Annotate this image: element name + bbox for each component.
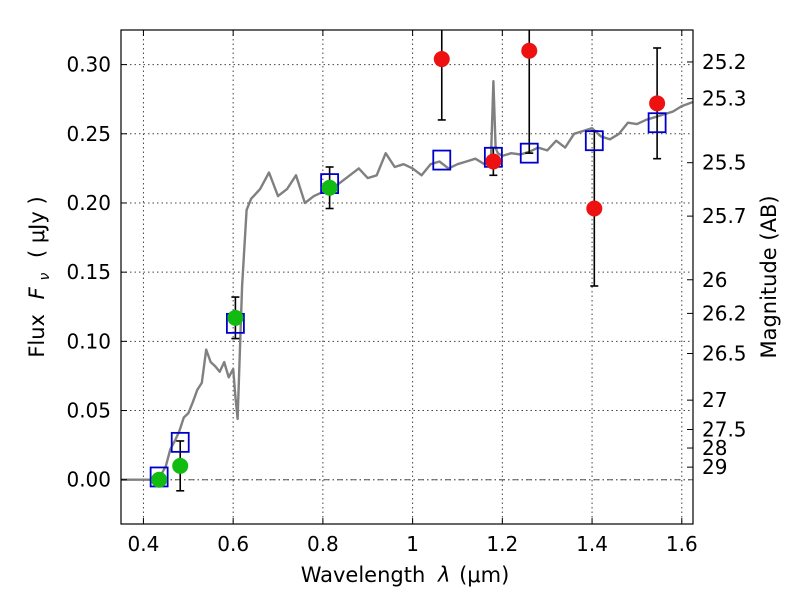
x-tick-label: 0.8: [307, 532, 339, 556]
y-tick-label: 0.15: [66, 260, 111, 284]
data-point: [649, 95, 666, 112]
data-point: [485, 153, 502, 170]
y-tick-label: 0.05: [66, 399, 111, 423]
magnitude-axis-title: Magnitude (AB): [757, 195, 781, 358]
magnitude-tick-label: 25.5: [702, 151, 747, 175]
x-tick-label: 1.6: [666, 532, 698, 556]
x-tick-label: 1.4: [576, 532, 608, 556]
model-photometry-point: [647, 112, 667, 134]
error-bars: [176, 30, 662, 492]
data-point: [321, 179, 338, 196]
model-photometry-point: [432, 149, 452, 171]
magnitude-tick-label: 25.2: [702, 50, 747, 74]
plot-frame: [120, 29, 694, 525]
spectrum-line: [121, 80, 693, 481]
y-tick-label: 0.00: [66, 468, 111, 492]
x-tick-label: 0.4: [128, 532, 160, 556]
y-axis-ticks: 0.00 0.05 0.10 0.15 0.20 0.25 0.30: [66, 53, 127, 492]
data-points: [151, 42, 666, 488]
data-point: [151, 471, 168, 488]
y-tick-label: 0.20: [66, 191, 111, 215]
data-point: [433, 51, 450, 68]
x-axis-title: Wavelength λ (μm): [301, 563, 510, 587]
x-tick-label: 1.2: [486, 532, 518, 556]
magnitude-tick-label: 25.7: [702, 204, 747, 228]
data-point: [586, 200, 603, 217]
model-photometry-point: [519, 142, 539, 164]
magnitude-tick-label: 26: [702, 268, 727, 292]
model-photometry-squares: [149, 112, 667, 488]
magnitude-tick-label: 27.5: [702, 417, 747, 441]
magnitude-tick-label: 28: [702, 436, 727, 460]
y-tick-label: 0.25: [66, 122, 111, 146]
magnitude-tick-label: 26.2: [702, 301, 747, 325]
y-axis-title: Flux F ν ( μJy ): [25, 196, 54, 357]
magnitude-tick-label: 29: [702, 455, 727, 479]
grid: [121, 30, 693, 524]
model-photometry-point: [170, 431, 190, 453]
y-tick-label: 0.30: [66, 53, 111, 77]
magnitude-tick-label: 25.3: [702, 87, 747, 111]
magnitude-tick-label: 26.5: [702, 342, 747, 366]
data-point: [227, 309, 244, 326]
magnitude-tick-label: 27: [702, 388, 727, 412]
y-tick-label: 0.10: [66, 329, 111, 353]
x-tick-label: 1: [406, 532, 419, 556]
x-axis-ticks: 0.4 0.6 0.8 1 1.2 1.4 1.6: [128, 30, 698, 556]
model-photometry-point: [584, 130, 604, 152]
data-point: [172, 457, 189, 474]
x-tick-label: 0.6: [217, 532, 249, 556]
spectrum-path: [121, 80, 693, 481]
data-point: [521, 42, 538, 59]
